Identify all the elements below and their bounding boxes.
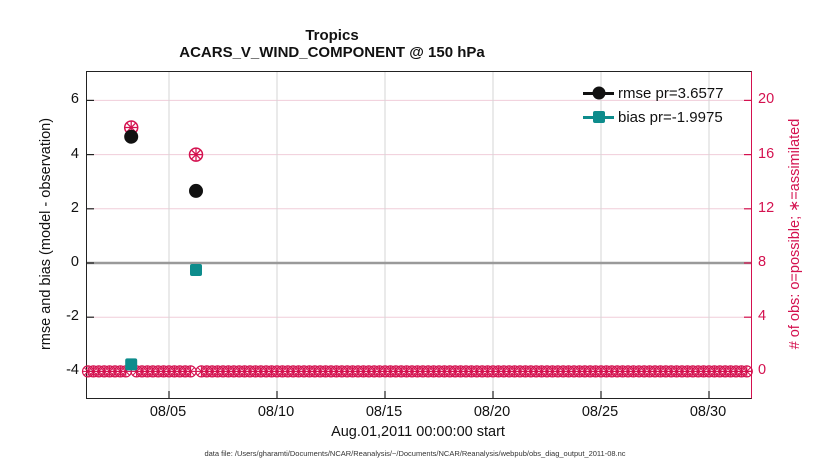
- legend-label-rmse: rmse pr=3.6577: [618, 84, 724, 102]
- x-axis-label: Aug.01,2011 00:00:00 start: [331, 424, 505, 440]
- bias-point: [125, 358, 138, 371]
- bias-square-icon: [592, 111, 605, 123]
- x-tick-label: 08/25: [581, 404, 619, 420]
- obs-zero-count-row: [81, 365, 753, 378]
- right-y-tick-label: 0: [758, 362, 767, 379]
- obs-zero-marker: [740, 365, 753, 378]
- legend-label-bias: bias pr=-1.9975: [618, 108, 723, 126]
- right-y-tick-label: 8: [758, 254, 767, 270]
- figure-title-variable: ACARS_V_WIND_COMPONENT @ 150 hPa: [179, 44, 485, 61]
- x-tick-label: 08/20: [473, 404, 511, 420]
- obs-zero-marker: [184, 365, 197, 378]
- rmse-circle-icon: [592, 86, 605, 100]
- x-tick-label: 08/10: [257, 404, 295, 420]
- right-y-tick-label: 12: [758, 199, 775, 216]
- data-file-caption: data file: /Users/gharamti/Documents/NCA…: [204, 449, 626, 458]
- axis-ticks: [87, 99, 751, 398]
- obs-count-marker: [188, 147, 204, 162]
- right-y-tick-label: 20: [758, 91, 775, 108]
- plot-area: [81, 71, 753, 399]
- legend: rmse pr=3.6577 bias pr=-1.9975: [583, 81, 723, 129]
- plot-canvas: [81, 72, 753, 398]
- legend-item-rmse: rmse pr=3.6577: [583, 81, 723, 105]
- rmse-line-swatch: [583, 86, 614, 100]
- left-y-tick-label: -2: [66, 308, 79, 325]
- x-tick-label: 08/15: [365, 404, 403, 420]
- left-y-tick-label: -4: [66, 362, 79, 379]
- right-y-tick-label: 16: [758, 145, 775, 162]
- bias-point: [190, 264, 202, 277]
- x-tick-label: 08/05: [149, 404, 187, 420]
- figure-title-region: Tropics: [305, 27, 359, 44]
- left-y-tick-label: 6: [70, 91, 79, 108]
- left-y-tick-label: 2: [70, 199, 79, 216]
- bias-line-swatch: [583, 111, 614, 123]
- rmse-point: [124, 129, 139, 144]
- x-tick-label: 08/30: [689, 404, 727, 420]
- rmse-point: [189, 183, 203, 198]
- right-y-tick-label: 4: [758, 308, 767, 325]
- left-y-tick-label: 0: [70, 254, 79, 270]
- left-y-tick-label: 4: [70, 145, 79, 162]
- legend-item-bias: bias pr=-1.9975: [583, 105, 723, 129]
